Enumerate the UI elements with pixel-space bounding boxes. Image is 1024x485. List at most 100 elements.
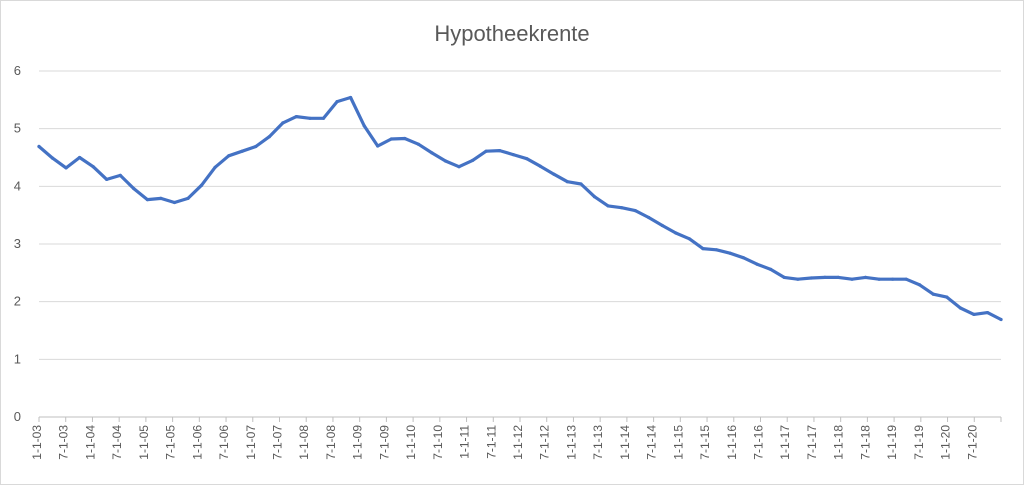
x-tick-label: 1-1-16 — [725, 425, 739, 460]
data-point — [565, 180, 570, 184]
x-tick-label: 7-1-06 — [217, 425, 231, 460]
x-tick-label: 7-1-13 — [591, 425, 605, 460]
y-tick-label: 3 — [14, 236, 21, 251]
x-tick-label: 1-1-10 — [404, 425, 418, 460]
data-point — [728, 251, 732, 255]
data-point — [985, 311, 990, 315]
x-tick-label: 7-1-12 — [538, 425, 552, 460]
data-point — [796, 277, 800, 281]
data-point — [159, 196, 163, 200]
data-point — [132, 187, 136, 191]
data-point — [118, 173, 122, 177]
data-point — [376, 144, 380, 148]
x-tick-label: 1-1-11 — [458, 425, 472, 459]
data-point — [50, 156, 55, 160]
x-tick-label: 1-1-08 — [297, 425, 311, 460]
x-tick-label: 1-1-05 — [137, 425, 151, 460]
x-tick-label: 1-1-18 — [832, 425, 846, 460]
data-point — [335, 100, 339, 104]
data-point — [647, 215, 651, 220]
x-tick-label: 7-1-20 — [965, 425, 979, 460]
x-tick-label: 7-1-11 — [484, 425, 498, 459]
x-tick-label: 1-1-06 — [190, 425, 204, 460]
y-tick-label: 2 — [14, 294, 21, 309]
data-point — [836, 275, 841, 279]
data-point — [931, 292, 935, 296]
data-point — [674, 231, 678, 235]
data-point — [498, 149, 502, 153]
data-point — [687, 237, 692, 241]
data-point — [660, 223, 664, 228]
data-point — [999, 317, 1003, 322]
data-point — [742, 256, 746, 260]
x-tick-label: 1-1-14 — [618, 425, 632, 460]
data-point — [552, 172, 556, 176]
data-point — [91, 165, 95, 169]
data-point — [809, 276, 813, 280]
x-tick-label: 1-1-04 — [83, 425, 97, 460]
data-point — [430, 151, 434, 155]
y-tick-label: 4 — [14, 178, 21, 193]
x-tick-label: 1-1-03 — [30, 425, 44, 460]
x-tick-label: 1-1-07 — [244, 425, 258, 460]
data-point — [64, 166, 68, 170]
data-point — [538, 164, 542, 168]
data-point — [471, 158, 475, 162]
x-axis — [38, 416, 1002, 422]
data-point — [918, 283, 922, 287]
data-point — [213, 165, 217, 169]
data-point — [633, 209, 637, 213]
y-axis-tick-labels: 0 1 2 3 4 5 6 — [14, 63, 21, 424]
data-point — [457, 165, 461, 169]
data-point — [484, 149, 488, 153]
data-point — [349, 95, 353, 100]
data-point — [904, 277, 908, 281]
x-tick-label: 1-1-17 — [778, 425, 792, 460]
data-point — [186, 196, 190, 200]
data-point — [172, 200, 177, 205]
data-point — [145, 198, 149, 202]
data-point — [308, 116, 312, 120]
chart-title: Hypotheekrente — [434, 21, 589, 46]
data-point — [606, 204, 610, 208]
data-point — [294, 115, 298, 119]
x-tick-label: 7-1-03 — [57, 425, 71, 460]
data-point — [443, 159, 448, 163]
data-point — [701, 247, 705, 251]
data-point — [267, 135, 271, 139]
x-axis-tick-labels: 1-1-03 7-1-03 1-1-04 7-1-04 1-1-05 7-1-05 1-1-… — [30, 425, 979, 460]
data-point — [579, 182, 583, 186]
x-tick-label: 7-1-09 — [377, 425, 391, 460]
x-tick-label: 1-1-20 — [939, 425, 953, 460]
data-point — [37, 144, 41, 149]
x-tick-label: 7-1-15 — [698, 425, 712, 460]
data-point — [389, 137, 393, 141]
data-point — [863, 275, 868, 279]
x-tick-label: 7-1-05 — [164, 425, 178, 460]
data-point — [78, 155, 82, 160]
data-point — [511, 153, 515, 157]
data-point — [362, 124, 366, 128]
data-point — [227, 154, 231, 158]
data-point — [403, 136, 407, 141]
x-tick-label: 1-1-15 — [671, 425, 685, 460]
x-tick-label: 7-1-16 — [752, 425, 766, 460]
data-point — [281, 121, 285, 125]
data-point — [254, 144, 258, 149]
x-tick-label: 1-1-09 — [351, 425, 365, 460]
x-tick-label: 7-1-19 — [912, 425, 926, 460]
data-point — [972, 312, 976, 316]
gridlines — [39, 70, 1001, 360]
data-point — [525, 157, 529, 161]
y-tick-label: 1 — [14, 351, 21, 366]
x-tick-label: 7-1-17 — [805, 425, 819, 460]
x-tick-label: 7-1-14 — [645, 425, 659, 460]
x-tick-label: 7-1-07 — [271, 425, 285, 460]
data-point — [592, 195, 597, 199]
data-point — [877, 277, 881, 281]
series-group — [37, 95, 1003, 322]
y-tick-label: 0 — [14, 409, 21, 424]
data-point — [891, 277, 895, 281]
data-point — [620, 206, 624, 210]
